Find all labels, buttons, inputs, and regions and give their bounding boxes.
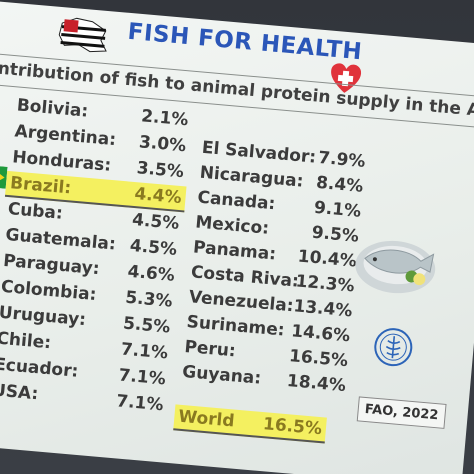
- country-value: 2.1%: [140, 106, 190, 131]
- sao-paulo-flag-map-icon: [58, 17, 107, 53]
- country-value: 7.9%: [317, 147, 367, 172]
- country-value: 7.1%: [115, 391, 165, 416]
- country-name: Bolivia:: [16, 95, 90, 122]
- country-name: Costa Riva:: [190, 262, 300, 292]
- country-value: 9.1%: [313, 197, 362, 222]
- country-name: Chile:: [0, 328, 52, 354]
- country-value: 14.6%: [290, 321, 351, 347]
- country-value: 5.3%: [124, 287, 174, 312]
- slide-subtitle: ontribution of fish to animal protein su…: [0, 57, 474, 133]
- country-value: 5.5%: [122, 313, 172, 338]
- brazil-flag-icon: [0, 164, 8, 189]
- country-value: 7.1%: [120, 339, 169, 364]
- country-name: Guatemala:: [4, 224, 117, 255]
- country-name: Colombia:: [0, 276, 98, 306]
- country-name: Suriname:: [185, 312, 286, 341]
- country-value: 12.3%: [294, 271, 356, 297]
- country-value: 18.4%: [286, 371, 347, 397]
- country-name: Nicaragua:: [198, 162, 305, 192]
- country-name: Cuba:: [7, 199, 64, 224]
- heart-cross-icon: [331, 63, 362, 93]
- country-name: Canada:: [196, 187, 277, 215]
- country-name: Argentina:: [13, 121, 117, 151]
- country-name: Guyana:: [181, 361, 262, 389]
- source-label: FAO, 2022: [356, 396, 447, 429]
- country-value: 13.4%: [292, 296, 354, 322]
- country-name: Panama:: [192, 237, 277, 265]
- country-name: Venezuela:: [188, 287, 295, 317]
- country-name: Ecuador:: [0, 354, 80, 382]
- country-name: USA:: [0, 380, 40, 405]
- country-value: 16.5%: [288, 346, 349, 372]
- country-name: Uruguay:: [0, 302, 87, 331]
- country-value: 3.5%: [135, 158, 185, 183]
- country-name: Paraguay:: [2, 250, 101, 280]
- country-value: 9.5%: [310, 222, 360, 247]
- country-value: 7.1%: [117, 365, 167, 390]
- country-name: Peru:: [183, 337, 237, 362]
- slide-title: FISH FOR HEALTH: [126, 18, 364, 66]
- country-value: 4.5%: [129, 235, 178, 260]
- right-country-list: El Salvador: 7.9% Nicaragua: 8.4% Canada…: [173, 138, 392, 444]
- fao-logo-icon: [374, 328, 413, 367]
- fish-plate-icon: [355, 240, 436, 294]
- country-value: 10.4%: [296, 246, 358, 272]
- country-name: Mexico:: [194, 212, 270, 239]
- country-value: 3.0%: [138, 132, 187, 157]
- country-value: 8.4%: [315, 172, 365, 197]
- country-name: El Salvador:: [201, 137, 317, 168]
- country-value: 4.5%: [131, 209, 181, 235]
- country-value: 4.6%: [126, 261, 176, 286]
